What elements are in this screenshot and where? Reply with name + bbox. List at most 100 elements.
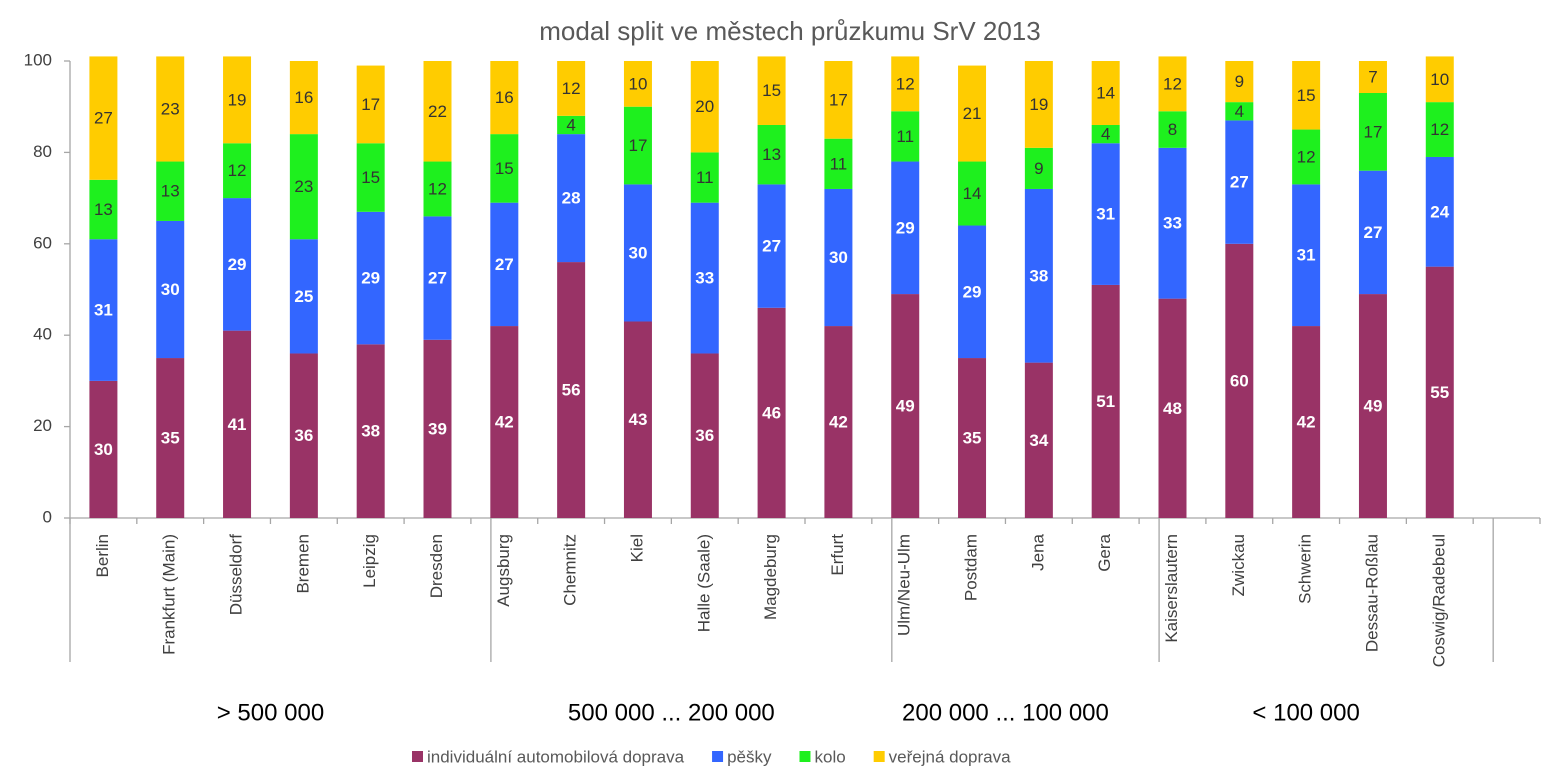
- legend-swatch: [799, 751, 811, 762]
- group-label: > 500 000: [217, 699, 324, 726]
- data-label: 16: [495, 88, 514, 107]
- data-label: 16: [294, 88, 313, 107]
- data-label: 15: [762, 81, 781, 100]
- bar-segment: [356, 65, 385, 144]
- x-tick-label: Magdeburg: [761, 534, 780, 620]
- data-label: 14: [963, 184, 982, 203]
- x-tick-label: Düsseldorf: [227, 534, 246, 616]
- bar-segment: [824, 188, 853, 327]
- bar-segment: [156, 358, 185, 518]
- data-label: 30: [628, 243, 647, 262]
- data-label: 42: [1297, 413, 1316, 432]
- bar-segment: [1358, 294, 1387, 518]
- bar-segment: [423, 216, 452, 340]
- data-label: 51: [1096, 392, 1115, 411]
- bar-segment: [1024, 362, 1053, 518]
- data-label: 12: [1163, 74, 1182, 93]
- data-label: 33: [1163, 214, 1182, 233]
- x-tick-label: Halle (Saale): [694, 534, 713, 632]
- data-label: 24: [1430, 202, 1449, 221]
- x-tick-label: Dresden: [427, 534, 446, 598]
- bar-segment: [690, 152, 719, 203]
- chart-title: modal split ve městech průzkumu SrV 2013: [539, 16, 1040, 46]
- x-tick-label: Ulm/Neu-Ulm: [895, 534, 914, 636]
- bar-segment: [1425, 266, 1454, 518]
- bar-segment: [1225, 243, 1254, 519]
- bar-segment: [223, 143, 252, 199]
- data-label: 15: [495, 159, 514, 178]
- data-label: 30: [94, 440, 113, 459]
- data-label: 42: [495, 413, 514, 432]
- bar-segment: [891, 56, 920, 112]
- legend-label: individuální automobilová doprava: [427, 747, 685, 766]
- data-label: 42: [829, 413, 848, 432]
- bar-segment: [1225, 120, 1254, 244]
- data-label: 4: [1235, 102, 1244, 121]
- data-label: 36: [695, 426, 714, 445]
- bar-segment: [1225, 102, 1254, 121]
- bar-segment: [1024, 147, 1053, 189]
- bar-segment: [623, 184, 652, 322]
- data-label: 19: [1029, 95, 1048, 114]
- data-label: 27: [495, 255, 514, 274]
- data-label: 13: [161, 182, 180, 201]
- bar-segment: [356, 143, 385, 212]
- y-tick-label: 60: [33, 233, 52, 252]
- bar-segment: [423, 339, 452, 518]
- bar-segment: [557, 134, 586, 263]
- data-label: 17: [1363, 122, 1382, 141]
- legend-label: pěšky: [727, 747, 772, 766]
- data-label: 25: [294, 287, 313, 306]
- x-tick-label: Postdam: [962, 534, 981, 601]
- bar-segment: [958, 225, 987, 359]
- data-label: 13: [94, 200, 113, 219]
- bar-segment: [1358, 170, 1387, 295]
- bar-segment: [289, 353, 318, 518]
- bar-segment: [1158, 298, 1187, 518]
- bar-segment: [1292, 129, 1321, 185]
- y-tick-label: 0: [43, 507, 52, 526]
- x-tick-label: Schwerin: [1296, 534, 1315, 604]
- bar-segment: [1024, 61, 1053, 148]
- data-label: 36: [294, 426, 313, 445]
- data-label: 48: [1163, 399, 1182, 418]
- legend-swatch: [412, 751, 423, 762]
- x-tick-label: Kiel: [627, 534, 646, 562]
- bar-segment: [1292, 184, 1321, 327]
- bar-segment: [891, 111, 920, 162]
- data-label: 11: [696, 168, 714, 187]
- data-label: 38: [361, 422, 380, 441]
- data-label: 29: [963, 282, 982, 301]
- bar-segment: [757, 124, 786, 185]
- bar-segment: [490, 326, 519, 518]
- bar-segment: [89, 56, 118, 180]
- bar-segment: [1225, 61, 1254, 103]
- bar-segment: [156, 56, 185, 162]
- data-label: 11: [830, 154, 848, 173]
- data-label: 12: [562, 79, 581, 98]
- y-tick-label: 40: [33, 325, 52, 344]
- bar-segment: [623, 61, 652, 107]
- bar-segment: [623, 321, 652, 518]
- bar-segment: [223, 198, 252, 331]
- y-tick-label: 100: [24, 50, 52, 69]
- data-label: 34: [1029, 431, 1048, 450]
- bar-segment: [490, 61, 519, 135]
- data-label: 12: [1297, 147, 1316, 166]
- bar-segment: [690, 202, 719, 354]
- data-label: 31: [1096, 205, 1115, 224]
- data-label: 29: [896, 218, 915, 237]
- bar-segment: [958, 65, 987, 162]
- legend-swatch: [873, 751, 885, 762]
- data-label: 27: [94, 109, 113, 128]
- data-label: 4: [1101, 125, 1110, 144]
- bar-segment: [1091, 284, 1120, 518]
- x-tick-label: Leipzig: [360, 534, 379, 588]
- data-label: 60: [1230, 371, 1249, 390]
- bar-segment: [958, 161, 987, 226]
- data-label: 7: [1368, 67, 1377, 86]
- bar-segment: [1358, 92, 1387, 171]
- data-label: 29: [361, 269, 380, 288]
- x-tick-label: Berlin: [93, 534, 112, 577]
